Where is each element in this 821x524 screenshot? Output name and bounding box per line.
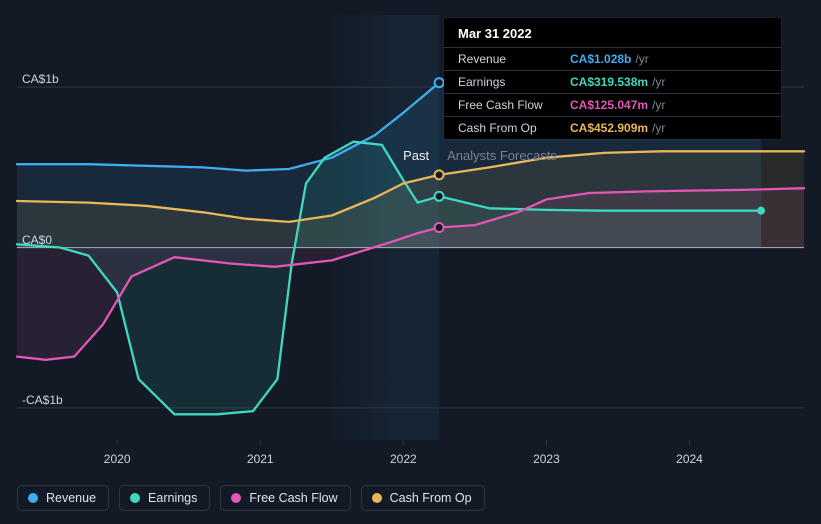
tooltip-label: Free Cash Flow [458,97,570,113]
xtick-label: 2023 [533,452,560,466]
legend-dot-icon [231,493,241,503]
xtick-label: 2024 [676,452,703,466]
tooltip-value: CA$319.538m [570,74,648,90]
label-past: Past [403,148,429,163]
legend-item-fcf[interactable]: Free Cash Flow [220,485,350,511]
tooltip-unit: /yr [652,74,665,90]
tooltip-label: Cash From Op [458,120,570,136]
chart-tooltip: Mar 31 2022 RevenueCA$1.028b/yrEarningsC… [444,18,781,139]
tooltip-value: CA$452.909m [570,120,648,136]
legend-label: Free Cash Flow [249,491,337,505]
tooltip-unit: /yr [652,97,665,113]
legend-label: Revenue [46,491,96,505]
tooltip-row: Free Cash FlowCA$125.047m/yr [444,93,781,116]
tooltip-label: Revenue [458,51,570,67]
tooltip-row: RevenueCA$1.028b/yr [444,47,781,70]
legend-dot-icon [28,493,38,503]
tooltip-unit: /yr [635,51,648,67]
tooltip-date: Mar 31 2022 [444,18,781,47]
label-forecasts: Analysts Forecasts [447,148,557,163]
ytick-label: -CA$1b [22,393,63,407]
financials-chart: CA$1b CA$0 -CA$1b 2020 2021 2022 2023 20… [0,0,821,524]
legend-item-revenue[interactable]: Revenue [17,485,109,511]
xtick-label: 2022 [390,452,417,466]
legend-dot-icon [372,493,382,503]
xtick-label: 2021 [247,452,274,466]
chart-legend: Revenue Earnings Free Cash Flow Cash From O… [17,485,485,511]
xtick-label: 2020 [104,452,131,466]
legend-item-earnings[interactable]: Earnings [119,485,210,511]
tooltip-row: Cash From OpCA$452.909m/yr [444,116,781,139]
legend-label: Cash From Op [390,491,472,505]
tooltip-row: EarningsCA$319.538m/yr [444,70,781,93]
ytick-label: CA$1b [22,72,59,86]
tooltip-unit: /yr [652,120,665,136]
tooltip-label: Earnings [458,74,570,90]
legend-label: Earnings [148,491,197,505]
ytick-label: CA$0 [22,233,52,247]
tooltip-value: CA$1.028b [570,51,631,67]
tooltip-value: CA$125.047m [570,97,648,113]
legend-dot-icon [130,493,140,503]
legend-item-cfo[interactable]: Cash From Op [361,485,485,511]
